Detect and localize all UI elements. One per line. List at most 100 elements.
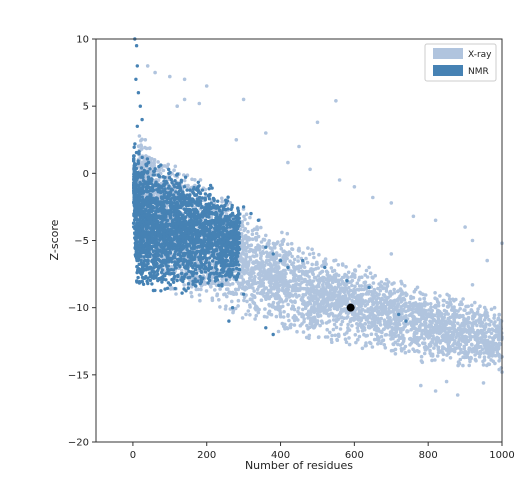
outlier-point (444, 379, 449, 384)
data-point (467, 321, 472, 325)
data-point (182, 178, 187, 183)
outlier-point (175, 104, 179, 108)
data-point (478, 304, 482, 309)
data-point (346, 270, 351, 275)
outlier-point (470, 283, 475, 287)
data-point (244, 212, 249, 216)
data-point (287, 250, 292, 254)
data-point (309, 319, 313, 323)
data-point (262, 267, 266, 272)
data-point (252, 281, 256, 286)
data-point (281, 249, 286, 254)
data-point (303, 277, 307, 282)
data-point (300, 322, 304, 326)
data-point (413, 326, 418, 331)
data-point (411, 347, 415, 352)
data-point (220, 196, 224, 201)
data-point (338, 311, 343, 316)
data-point (276, 301, 280, 306)
data-point (345, 315, 350, 319)
data-point (487, 355, 491, 359)
data-point (237, 263, 241, 267)
data-point (273, 246, 277, 250)
data-point (320, 321, 325, 325)
data-point (466, 304, 471, 309)
data-point (317, 252, 321, 257)
data-point (403, 350, 408, 355)
data-point (474, 312, 479, 316)
data-point (307, 333, 312, 338)
data-point (370, 317, 375, 321)
data-point (285, 290, 290, 294)
outlier-point (197, 101, 202, 106)
data-point (263, 307, 267, 311)
data-point (282, 279, 287, 283)
data-point (482, 334, 486, 339)
data-point (376, 336, 380, 341)
data-point (409, 327, 414, 332)
data-point (399, 292, 404, 296)
data-point (264, 260, 268, 265)
data-point (284, 294, 289, 298)
data-point (324, 308, 329, 313)
data-point (327, 285, 331, 290)
data-point (422, 345, 427, 350)
data-point (240, 224, 245, 229)
data-point (238, 227, 243, 232)
data-point (279, 246, 284, 251)
data-point (283, 275, 287, 280)
data-point (376, 296, 381, 300)
data-point (254, 264, 258, 269)
data-point (460, 302, 464, 307)
data-point (250, 297, 254, 302)
data-point (297, 283, 302, 287)
data-point (344, 265, 348, 269)
data-point (260, 292, 264, 296)
data-point (425, 346, 430, 350)
data-point (218, 287, 222, 291)
data-point (318, 323, 322, 328)
data-point (292, 323, 297, 327)
data-point (426, 336, 431, 340)
data-point (409, 296, 413, 301)
data-point (477, 336, 482, 341)
data-point (236, 298, 241, 303)
data-point (353, 291, 357, 295)
data-point (447, 329, 451, 334)
data-point (391, 348, 396, 353)
data-point (296, 306, 301, 310)
data-point (363, 273, 368, 277)
data-point (395, 305, 400, 309)
data-point (445, 292, 449, 297)
data-point (339, 277, 344, 282)
data-point (471, 323, 475, 328)
data-point (444, 335, 449, 339)
data-point (170, 286, 174, 290)
data-point (384, 332, 389, 337)
data-point (462, 324, 467, 328)
data-point (343, 337, 348, 342)
data-point (401, 339, 406, 344)
data-point (333, 333, 338, 338)
data-point (451, 348, 456, 353)
data-point (433, 342, 437, 347)
data-point (497, 332, 502, 336)
data-point (444, 309, 449, 314)
data-point (422, 337, 427, 341)
data-point (271, 241, 276, 246)
data-point (362, 300, 367, 304)
outlier-point (234, 138, 239, 142)
data-point (379, 316, 384, 321)
data-point (451, 325, 456, 329)
data-point (215, 293, 219, 298)
outlier-point (411, 214, 416, 219)
data-point (267, 312, 272, 316)
data-point (452, 320, 457, 324)
data-point (315, 299, 320, 303)
data-point (429, 305, 433, 310)
data-point (285, 326, 290, 331)
data-point (395, 317, 400, 321)
data-point (324, 281, 329, 286)
data-point (273, 307, 278, 311)
data-point (457, 343, 462, 347)
